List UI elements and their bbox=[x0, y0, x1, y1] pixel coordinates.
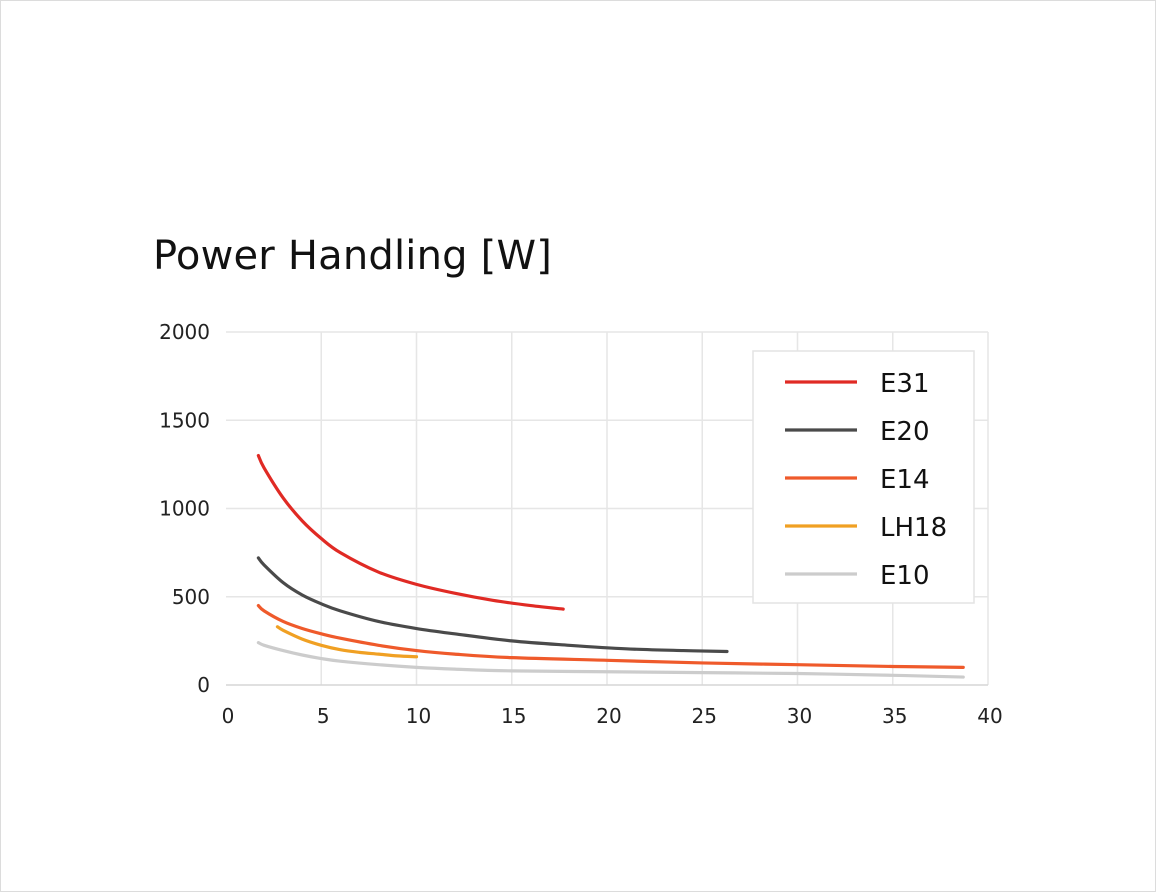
series-lines bbox=[256, 453, 965, 679]
y-tick-label: 1000 bbox=[159, 497, 210, 521]
legend-label-e10: E10 bbox=[880, 561, 930, 591]
legend-label-e14: E14 bbox=[880, 465, 930, 495]
x-tick-label: 5 bbox=[317, 704, 330, 728]
series-line-e10 bbox=[256, 641, 965, 679]
series-line-e14 bbox=[256, 603, 965, 669]
axes: 0 5 10 15 20 25 30 35 40 0 500 1000 1500 2000 bbox=[159, 320, 1003, 728]
chart-title: Power Handling [W] bbox=[153, 233, 553, 279]
x-tick-label: 25 bbox=[692, 704, 717, 728]
legend-label-e31: E31 bbox=[880, 369, 930, 399]
x-tick-label: 40 bbox=[977, 704, 1002, 728]
y-tick-label: 0 bbox=[197, 673, 210, 697]
x-tick-label: 20 bbox=[596, 704, 621, 728]
y-tick-label: 1500 bbox=[159, 408, 210, 432]
x-tick-label: 15 bbox=[501, 704, 526, 728]
legend-label-lh18: LH18 bbox=[880, 513, 947, 543]
y-tick-label: 500 bbox=[172, 585, 210, 609]
series-line-lh18 bbox=[275, 625, 419, 659]
legend: E31 E20 E14 LH18 E10 bbox=[752, 350, 975, 604]
x-tick-label: 0 bbox=[222, 704, 235, 728]
y-tick-label: 2000 bbox=[159, 320, 210, 344]
x-tick-label: 35 bbox=[882, 704, 907, 728]
x-tick-label: 10 bbox=[406, 704, 431, 728]
legend-label-e20: E20 bbox=[880, 417, 930, 447]
x-tick-label: 30 bbox=[787, 704, 812, 728]
series-line-e31 bbox=[256, 453, 565, 611]
series-line-e20 bbox=[256, 556, 729, 654]
